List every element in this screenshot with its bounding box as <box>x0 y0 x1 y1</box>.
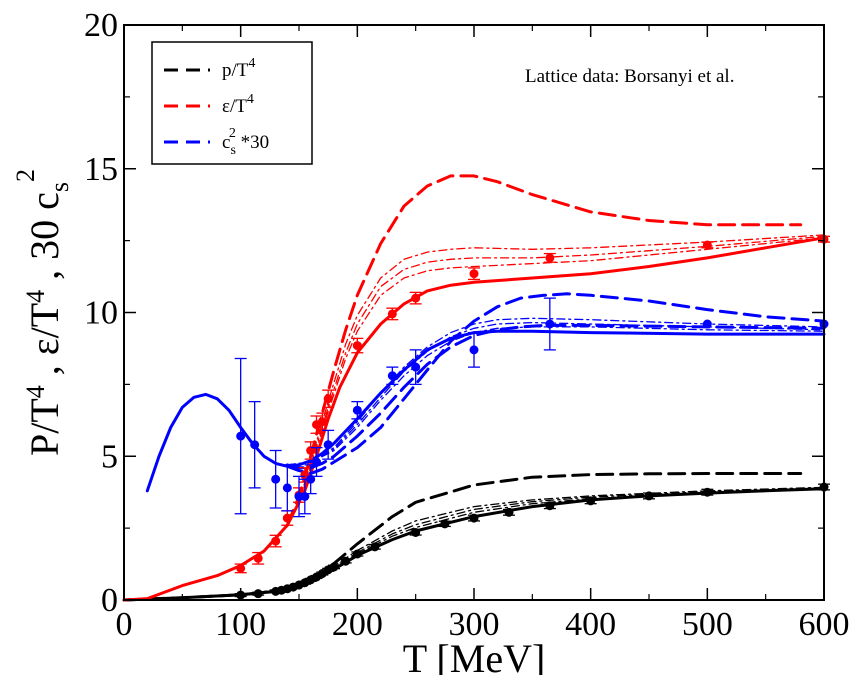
legend-box <box>151 41 313 165</box>
sound-data-point <box>282 483 292 493</box>
sound-solid-curve <box>145 329 826 493</box>
sound-data-point <box>352 405 362 415</box>
energy-data-point <box>702 240 712 250</box>
sound-dashed-curve <box>285 323 826 470</box>
legend-label-main: *30 <box>236 132 269 153</box>
energy-data-point <box>323 394 333 404</box>
sound-data-point <box>250 440 260 450</box>
energy-data-point <box>411 293 421 303</box>
pressure-data-point <box>702 487 712 497</box>
x-tick-label: 300 <box>449 606 500 643</box>
sound-data-point <box>387 371 397 381</box>
y-title-sup: 2 <box>11 169 40 182</box>
sound-dashdot-curve <box>286 321 825 466</box>
pressure-solid-curve <box>122 487 826 602</box>
y-tick-label: 15 <box>84 151 118 188</box>
legend-label-sup: 4 <box>247 92 254 107</box>
y-title-sup: 4 <box>21 290 50 303</box>
x-tick-label: 100 <box>215 606 266 643</box>
x-tick-label: 400 <box>565 606 616 643</box>
pressure-data-point <box>644 491 654 501</box>
pressure-data-point <box>341 556 351 566</box>
energy-solid-curve <box>122 236 826 602</box>
energy-data-point <box>352 341 362 351</box>
y-axis-title: P/T4 , ε/T4 , 30 cs2 <box>11 169 74 456</box>
energy-data-point <box>469 269 479 279</box>
annotation-text: Lattice data: Borsanyi et al. <box>525 66 734 87</box>
energy-data-point <box>387 309 397 319</box>
pressure-data-point <box>586 496 596 506</box>
pressure-data-point <box>545 501 555 511</box>
y-tick-label: 20 <box>84 7 118 44</box>
pressure-data-point <box>469 513 479 523</box>
plot-points <box>234 234 830 600</box>
y-title-sub: s <box>45 182 74 192</box>
sound-data-point <box>411 362 421 372</box>
legend-label-sup: 2 <box>229 126 236 141</box>
pressure-data-point <box>253 589 263 599</box>
pressure-data-point <box>440 519 450 529</box>
sound-data-point <box>545 319 555 329</box>
y-tick-label: 10 <box>84 295 118 332</box>
legend-label-main: c <box>222 132 230 153</box>
pressure-dashdot-curve <box>240 487 825 596</box>
x-axis-title: T [MeV] <box>403 636 546 675</box>
energy-data-point <box>271 536 281 546</box>
sound-dashed-curve <box>285 292 826 475</box>
plot-curves <box>122 174 826 602</box>
pressure-data-point <box>370 542 380 552</box>
axis-ticks <box>123 24 825 601</box>
x-tick-label: 0 <box>116 606 133 643</box>
energy-data-point <box>253 553 263 563</box>
y-tick-label: 0 <box>101 582 118 619</box>
y-title-part: , ε/T <box>22 303 67 385</box>
tick-labels: 0 100 200 300 400 500 600 0 5 10 15 20 <box>84 7 850 643</box>
sound-dashdot-curve <box>286 317 825 466</box>
pressure-data-point <box>504 507 514 517</box>
x-tick-label: 600 <box>799 606 850 643</box>
y-title-sup: 4 <box>21 385 50 398</box>
energy-data-point <box>282 513 292 523</box>
legend-label-sub: s <box>230 143 235 158</box>
pressure-dashdot-curve <box>240 486 825 596</box>
energy-data-point <box>545 253 555 263</box>
y-title-part: P/T <box>22 398 67 456</box>
pressure-data-point <box>411 527 421 537</box>
energy-dashdot-curve <box>298 234 825 503</box>
y-tick-label: 5 <box>101 438 118 475</box>
sound-data-point <box>236 431 246 441</box>
energy-data-point <box>317 417 327 427</box>
legend-label-main: ε/T <box>222 96 247 117</box>
legend-label-sup: 4 <box>248 56 255 71</box>
legend-label: p/T4 <box>222 56 255 81</box>
sound-data-point <box>271 474 281 484</box>
sound-dashdot-curve <box>286 326 825 466</box>
y-title-part: , 30 c <box>22 192 67 290</box>
pressure-data-point <box>329 562 339 572</box>
sound-data-point <box>469 345 479 355</box>
pressure-data-point <box>352 549 362 559</box>
legend-label: cs 2 *30 <box>222 126 269 158</box>
legend-label: ε/T4 <box>222 92 254 117</box>
sound-data-point <box>312 457 321 467</box>
x-tick-label: 500 <box>682 606 733 643</box>
pressure-dashdot-curve <box>240 487 825 596</box>
x-tick-label: 200 <box>332 606 383 643</box>
legend-label-main: p/T <box>222 60 249 81</box>
energy-dashdot-curve <box>298 237 825 506</box>
energy-data-point <box>236 563 246 573</box>
sound-data-point <box>323 440 333 450</box>
sound-data-point <box>702 319 712 329</box>
